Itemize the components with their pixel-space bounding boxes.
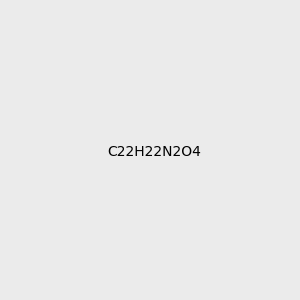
Text: C22H22N2O4: C22H22N2O4 xyxy=(107,145,201,158)
